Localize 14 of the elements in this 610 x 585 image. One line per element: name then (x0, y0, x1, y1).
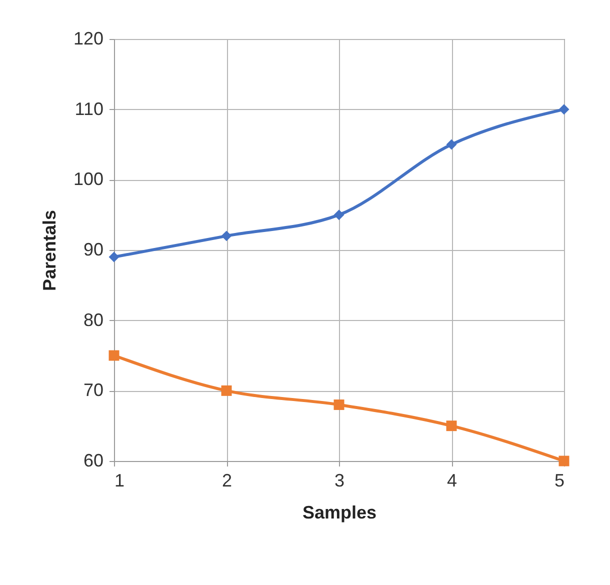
x-tick-label: 3 (334, 470, 345, 490)
y-tick-label: 120 (73, 28, 104, 48)
x-tick-label: 4 (446, 470, 458, 490)
y-tick-label: 110 (74, 98, 104, 119)
y-tick-label: 80 (83, 310, 104, 330)
y-tick-label: 60 (83, 450, 104, 470)
y-axis-title: Parentals (39, 210, 60, 292)
x-tick-label: 5 (554, 470, 564, 490)
y-tick-label: 70 (83, 380, 104, 400)
x-axis-title: Samples (302, 502, 377, 522)
y-tick-label: 90 (83, 240, 104, 260)
y-tick-label: 100 (73, 169, 104, 190)
x-tick-label: 1 (114, 470, 125, 490)
x-tick-label: 2 (222, 470, 232, 490)
